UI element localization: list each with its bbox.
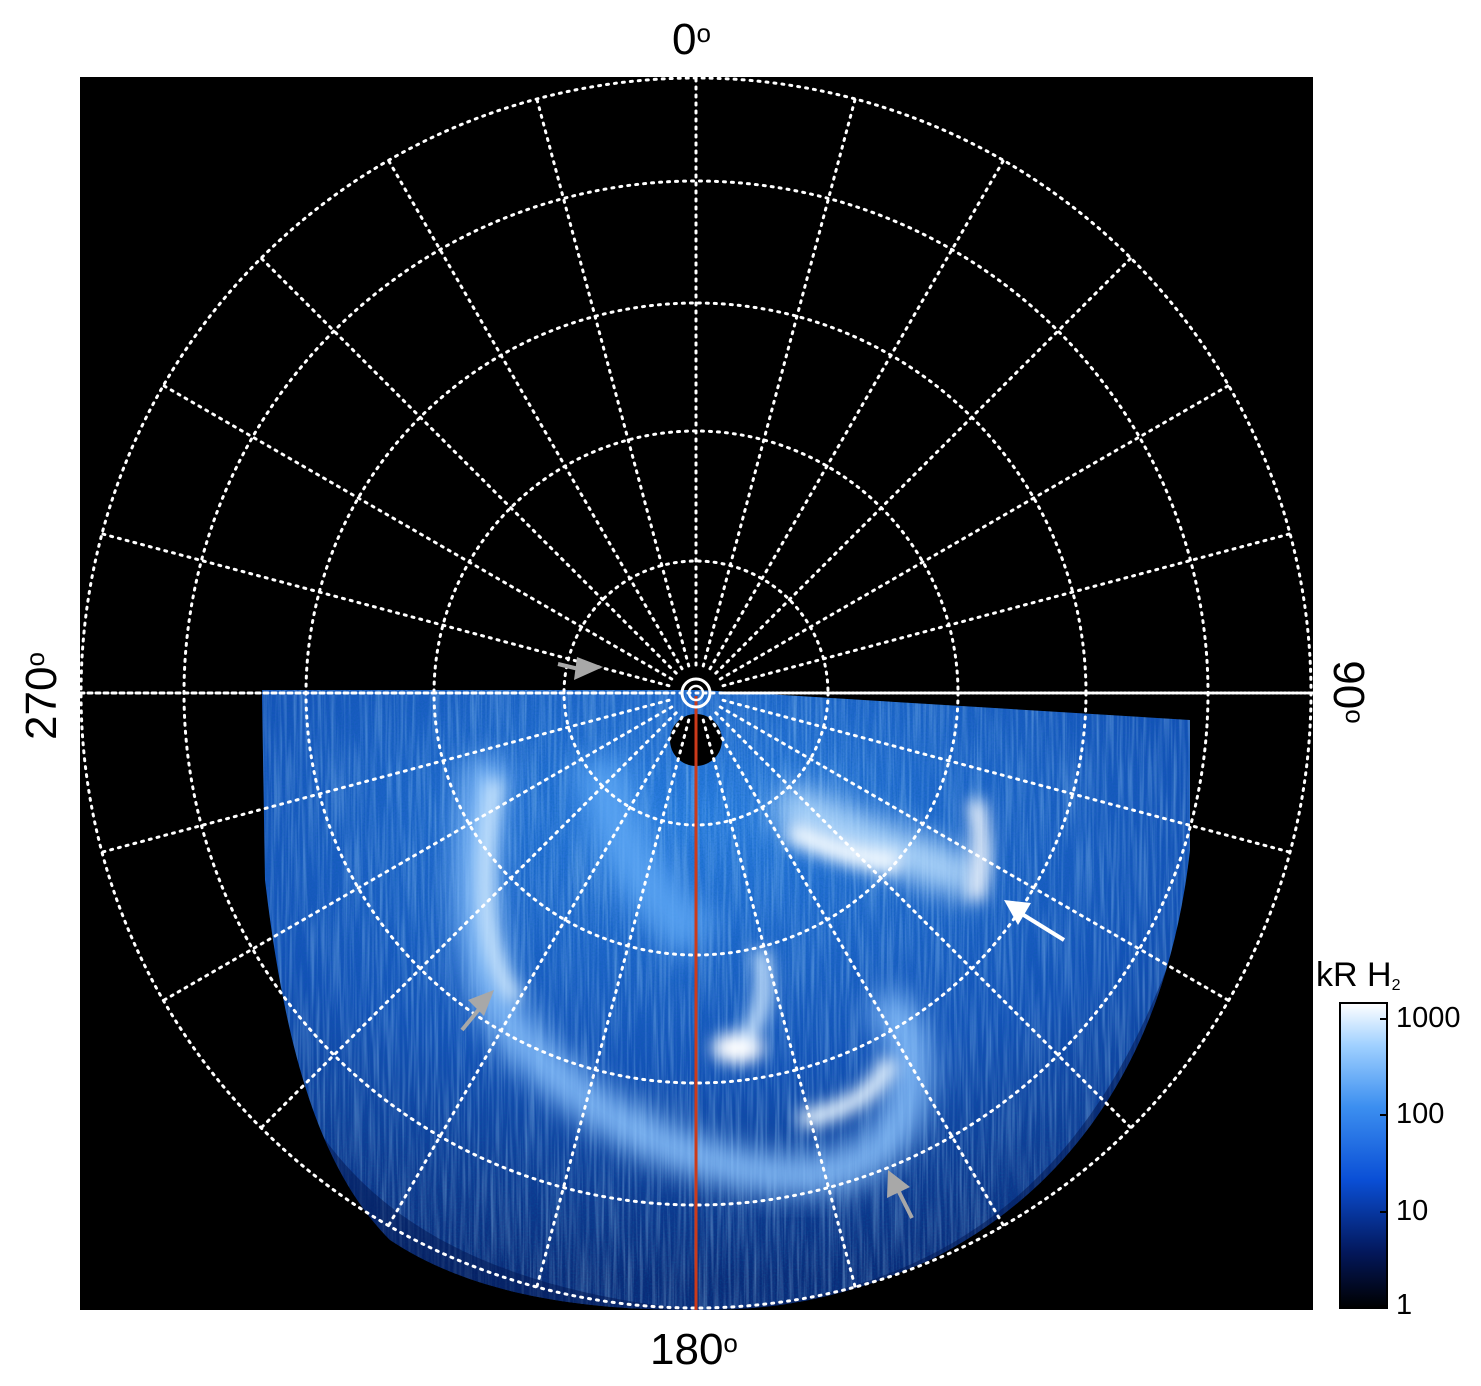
longitude-line bbox=[100, 698, 671, 854]
degree-symbol: o bbox=[1340, 709, 1370, 724]
colorbar-tick-label: 100 bbox=[1396, 1098, 1445, 1130]
longitude-line bbox=[714, 256, 1133, 675]
colorbar-tick-label: 10 bbox=[1396, 1195, 1429, 1227]
longitude-line bbox=[721, 532, 1292, 688]
longitude-line bbox=[161, 384, 674, 681]
longitude-line bbox=[100, 532, 671, 688]
longitude-line bbox=[714, 711, 1133, 1130]
longitude-label-right: 90o bbox=[1324, 660, 1373, 724]
colorbar bbox=[1339, 1002, 1388, 1309]
longitude-line bbox=[718, 384, 1231, 681]
pole-marker-outer bbox=[680, 677, 712, 709]
degree-symbol: o bbox=[696, 18, 711, 48]
longitude-line bbox=[718, 705, 1231, 1002]
longitude-label-left: 270o bbox=[17, 652, 66, 740]
longitude-line bbox=[708, 158, 1005, 671]
longitude-line bbox=[259, 711, 678, 1130]
longitude-line bbox=[161, 705, 674, 1002]
longitude-label-bottom: 180o bbox=[650, 1325, 738, 1374]
longitude-line bbox=[387, 158, 684, 671]
colorbar-tick-label: 1000 bbox=[1396, 1002, 1461, 1034]
longitude-line bbox=[701, 97, 857, 668]
degree-symbol: o bbox=[20, 652, 50, 667]
longitude-line bbox=[708, 715, 1005, 1228]
annotation-arrow bbox=[460, 990, 494, 1032]
latitude-longitude-grid bbox=[80, 77, 1313, 1310]
annotation-arrow bbox=[1004, 900, 1066, 942]
longitude-line bbox=[721, 698, 1292, 854]
longitude-line bbox=[535, 97, 691, 668]
pole-marker-inner bbox=[687, 684, 705, 702]
longitude-line bbox=[701, 718, 857, 1289]
colorbar-tick-label: 1 bbox=[1396, 1289, 1413, 1321]
colorbar-ticks bbox=[1380, 1018, 1387, 1307]
degree-symbol: o bbox=[723, 1328, 738, 1358]
longitude-line bbox=[259, 256, 678, 675]
longitude-line bbox=[535, 718, 691, 1289]
longitude-line bbox=[387, 715, 684, 1228]
annotation-arrow bbox=[557, 657, 603, 680]
longitude-label-top: 0o bbox=[672, 15, 711, 64]
colorbar-title: kR H2 bbox=[1316, 956, 1401, 994]
annotation-arrow bbox=[887, 1170, 914, 1219]
